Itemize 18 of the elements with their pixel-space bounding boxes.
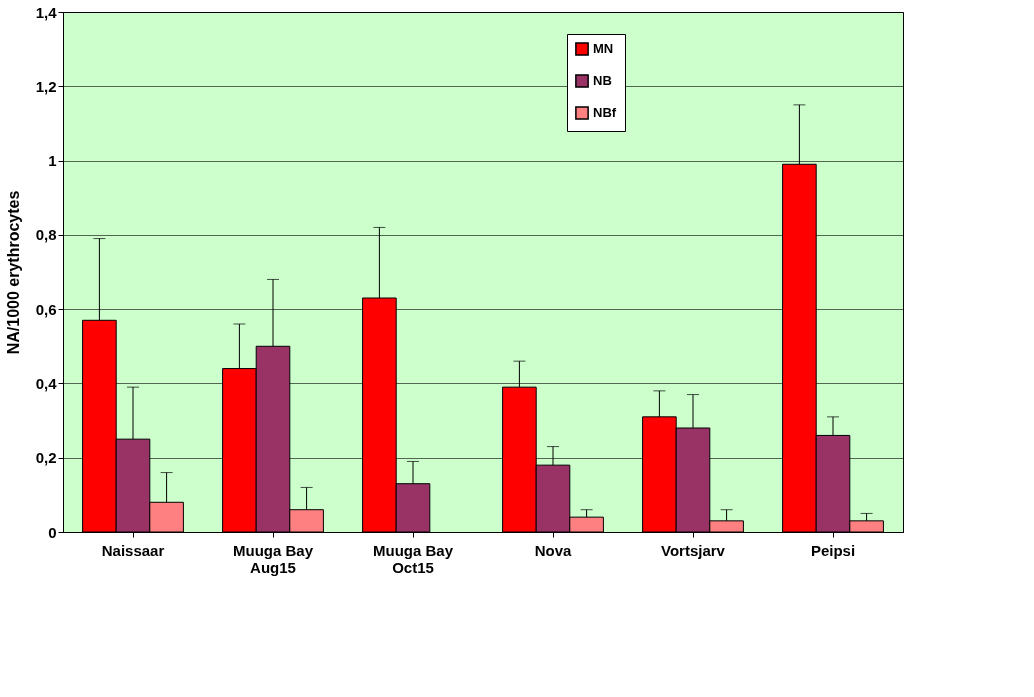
x-tick-label: Muuga Bay Aug15 bbox=[232, 541, 314, 576]
x-tick-label: Naissaar bbox=[101, 541, 165, 559]
x-tick-label: Nova bbox=[534, 541, 572, 559]
y-tick-label: 0 bbox=[48, 523, 57, 541]
x-tick-label: Vortsjarv bbox=[661, 541, 726, 559]
x-tick-label: Peipsi bbox=[810, 541, 856, 559]
y-tick-label: 0,2 bbox=[35, 449, 57, 467]
x-tick-label: Muuga Bay Oct15 bbox=[372, 541, 454, 576]
y-tick-label: 1 bbox=[48, 152, 57, 170]
legend-label: NBf bbox=[593, 105, 617, 120]
legend-label: NB bbox=[593, 73, 612, 88]
y-tick-label: 1,2 bbox=[35, 77, 57, 95]
y-tick-label: 1,4 bbox=[35, 3, 58, 21]
y-tick-label: 0,4 bbox=[35, 374, 58, 392]
y-axis-title: NA/1000 erythrocytes bbox=[4, 190, 22, 355]
y-tick-label: 0,8 bbox=[35, 226, 57, 244]
legend-label: MN bbox=[593, 41, 614, 56]
y-tick-label: 0,6 bbox=[35, 300, 57, 318]
